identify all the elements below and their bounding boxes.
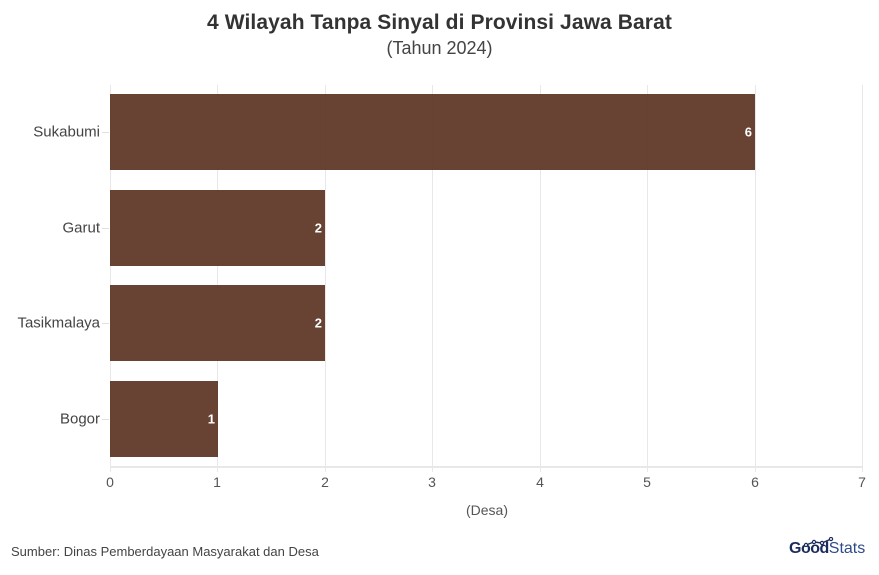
logo-text-stats: Stats bbox=[828, 540, 866, 557]
y-tick bbox=[102, 419, 109, 420]
goodstats-logo: GoodStats bbox=[789, 537, 866, 566]
gridline bbox=[540, 85, 541, 466]
x-tick-label: 3 bbox=[428, 474, 436, 490]
x-tick bbox=[217, 466, 218, 472]
chart-subtitle: (Tahun 2024) bbox=[386, 38, 493, 58]
x-tick-label: 0 bbox=[106, 474, 114, 490]
x-axis-line bbox=[110, 466, 863, 468]
x-tick-label: 2 bbox=[321, 474, 329, 490]
x-tick bbox=[432, 466, 433, 472]
chart-title: 4 Wilayah Tanpa Sinyal di Provinsi Jawa … bbox=[207, 11, 672, 34]
line-chart-icon bbox=[803, 537, 834, 547]
gridline bbox=[432, 85, 433, 466]
y-label-bogor: Bogor bbox=[59, 410, 100, 428]
bar-tasikmalaya[interactable]: 2 bbox=[110, 285, 325, 361]
y-tick bbox=[102, 132, 109, 133]
y-label-sukabumi: Sukabumi bbox=[33, 123, 100, 141]
logo-text-good: Good bbox=[789, 540, 829, 557]
bar-value-label: 6 bbox=[744, 124, 752, 140]
bar-value-label: 2 bbox=[314, 220, 322, 236]
gridline bbox=[755, 85, 756, 466]
x-tick-label: 6 bbox=[751, 474, 759, 490]
x-tick bbox=[755, 466, 756, 472]
y-label-tasikmalaya: Tasikmalaya bbox=[17, 314, 100, 332]
gridline bbox=[110, 85, 111, 466]
bar-value-label: 1 bbox=[207, 411, 215, 427]
gridline bbox=[862, 85, 863, 466]
x-tick-label: 7 bbox=[858, 474, 866, 490]
x-tick bbox=[862, 466, 863, 472]
source-note: Sumber: Dinas Pemberdayaan Masyarakat da… bbox=[11, 544, 319, 559]
x-tick-label: 1 bbox=[213, 474, 221, 490]
x-tick bbox=[540, 466, 541, 472]
x-tick-label: 5 bbox=[643, 474, 651, 490]
bar-value-label: 2 bbox=[314, 315, 322, 331]
bar-bogor[interactable]: 1 bbox=[110, 381, 218, 457]
bar-garut[interactable]: 2 bbox=[110, 190, 325, 266]
x-tick-label: 4 bbox=[536, 474, 544, 490]
bar-sukabumi[interactable]: 6 bbox=[110, 94, 755, 170]
gridline bbox=[325, 85, 326, 466]
x-axis-title: (Desa) bbox=[465, 502, 508, 518]
x-tick bbox=[647, 466, 648, 472]
gridline bbox=[217, 85, 218, 466]
x-tick bbox=[110, 466, 111, 472]
y-tick bbox=[102, 228, 109, 229]
y-tick bbox=[102, 323, 109, 324]
y-label-garut: Garut bbox=[62, 219, 100, 237]
x-tick bbox=[325, 466, 326, 472]
gridline bbox=[647, 85, 648, 466]
